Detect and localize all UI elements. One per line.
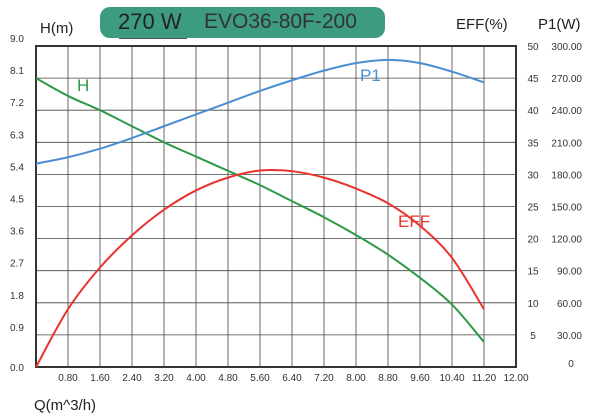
x-axis-title: Q(m^3/h) xyxy=(34,397,96,414)
series-line-h xyxy=(35,77,485,343)
series-line-p1 xyxy=(35,58,485,165)
x-tick-label: 3.20 xyxy=(154,373,174,384)
x-tick-label: 10.40 xyxy=(439,373,464,384)
y-eff-tick-label: 45 xyxy=(527,74,539,85)
y-eff-tick-label: 10 xyxy=(527,299,539,310)
y-left-tick-label: 4.5 xyxy=(10,195,24,206)
series-label-eff: EFF xyxy=(398,212,430,231)
y-left-axis-title: H(m) xyxy=(40,20,73,37)
y-left-tick-label: 2.7 xyxy=(10,259,24,270)
y-p1-tick-label: 240.00 xyxy=(551,106,582,117)
y-left-tick-label: 8.1 xyxy=(10,66,24,77)
power-underline xyxy=(119,38,187,39)
y-eff-tick-label: 30 xyxy=(527,170,539,181)
y-p1-tick-label: 210.00 xyxy=(551,138,582,149)
y-p1-axis-title: P1(W) xyxy=(538,16,581,33)
y-eff-axis-title: EFF(%) xyxy=(456,16,508,33)
model-label: EVO36-80F-200 xyxy=(204,10,357,33)
y-left-tick-label: 5.4 xyxy=(10,162,24,173)
y-p1-tick-label: 120.00 xyxy=(551,235,582,246)
y-left-tick-label: 7.2 xyxy=(10,98,24,109)
y-left-tick-label: 6.3 xyxy=(10,130,24,141)
x-tick-label: 5.60 xyxy=(250,373,270,384)
y-eff-tick-label: 50 xyxy=(527,42,539,53)
y-p1-tick-label: 30.00 xyxy=(557,331,582,342)
x-tick-label: 6.40 xyxy=(282,373,302,384)
y-eff-tick-label: 15 xyxy=(527,267,539,278)
y-left-tick-label: 0.9 xyxy=(10,323,24,334)
x-tick-label: 12.00 xyxy=(503,373,528,384)
x-tick-label: 8.00 xyxy=(346,373,366,384)
power-label: 270 W xyxy=(118,9,182,34)
y-p1-tick-label: 90.00 xyxy=(557,267,582,278)
series-label-h: H xyxy=(77,76,89,95)
series-line-eff xyxy=(35,168,485,368)
y-left-tick-label: 3.6 xyxy=(10,227,24,238)
x-tick-label: 8.80 xyxy=(378,373,398,384)
x-tick-label: 7.20 xyxy=(314,373,334,384)
plot-frame xyxy=(35,45,517,368)
y-p1-tick-label: 0 xyxy=(568,359,574,370)
x-tick-label: 4.00 xyxy=(186,373,206,384)
y-p1-tick-label: 300.00 xyxy=(551,42,582,53)
y-p1-tick-label: 60.00 xyxy=(557,299,582,310)
x-tick-label: 1.60 xyxy=(90,373,110,384)
y-eff-tick-label: 25 xyxy=(527,203,539,214)
y-left-tick-label: 0.0 xyxy=(10,363,24,374)
y-left-tick-label: 1.8 xyxy=(10,291,24,302)
y-eff-tick-label: 20 xyxy=(527,235,539,246)
x-tick-label: 11.20 xyxy=(472,373,497,384)
x-tick-label: 0.80 xyxy=(58,373,78,384)
x-tick-label: 2.40 xyxy=(122,373,142,384)
y-eff-tick-label: 5 xyxy=(530,331,536,342)
y-p1-tick-label: 270.00 xyxy=(551,74,582,85)
x-tick-label: 4.80 xyxy=(218,373,238,384)
y-left-tick-label: 9.0 xyxy=(10,34,24,45)
x-tick-label: 9.60 xyxy=(410,373,430,384)
y-eff-tick-label: 40 xyxy=(527,106,539,117)
y-eff-tick-label: 35 xyxy=(527,138,539,149)
series-label-p1: P1 xyxy=(360,66,381,85)
title-box: 270 W EVO36-80F-200 xyxy=(100,7,385,38)
y-p1-tick-label: 150.00 xyxy=(551,203,582,214)
y-p1-tick-label: 180.00 xyxy=(551,170,582,181)
